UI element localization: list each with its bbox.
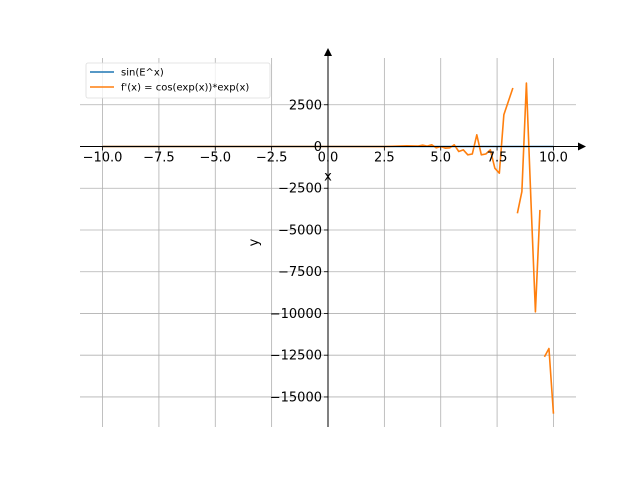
x-tick-label: 0.0 [318,150,339,165]
x-tick-label: 7.5 [487,150,508,165]
legend: sin(E^x) f'(x) = cos(exp(x))*exp(x) [85,62,271,99]
axes [80,48,586,427]
legend-box [85,62,271,99]
series-derivative-line [543,347,555,414]
x-tick-label: −2.5 [256,150,288,165]
y-axis-arrow-icon [324,48,332,56]
y-tick-label: 2500 [289,98,322,113]
y-tick-label: −10000 [270,307,322,322]
y-tick-label: −15000 [270,390,322,405]
y-tick-label: 0 [314,140,322,155]
x-axis-label: x [324,169,332,184]
x-tick-label: 5.0 [430,150,451,165]
x-tick-label: −5.0 [199,150,231,165]
x-tick-label: 10.0 [539,150,568,165]
y-tick-label: −2500 [278,182,322,197]
series-derivative-line [516,82,541,313]
y-axis-label: y [247,238,262,246]
series-derivative-line [102,87,514,175]
x-tick-label: −10.0 [83,150,123,165]
y-tick-label: −12500 [270,349,322,364]
y-tick-label: −5000 [278,223,322,238]
x-tick-label: 2.5 [374,150,395,165]
tick-labels: −10.0 −7.5 −5.0 −2.5 0.0 2.5 5.0 7.5 10.0 2500 0 −2… [83,98,568,405]
legend-label-derivative: f'(x) = cos(exp(x))*exp(x) [121,83,249,94]
x-axis-arrow-icon [578,142,586,151]
y-tick-label: −7500 [278,265,322,280]
x-tick-label: −7.5 [143,150,175,165]
legend-label-sin: sin(E^x) [121,68,164,79]
